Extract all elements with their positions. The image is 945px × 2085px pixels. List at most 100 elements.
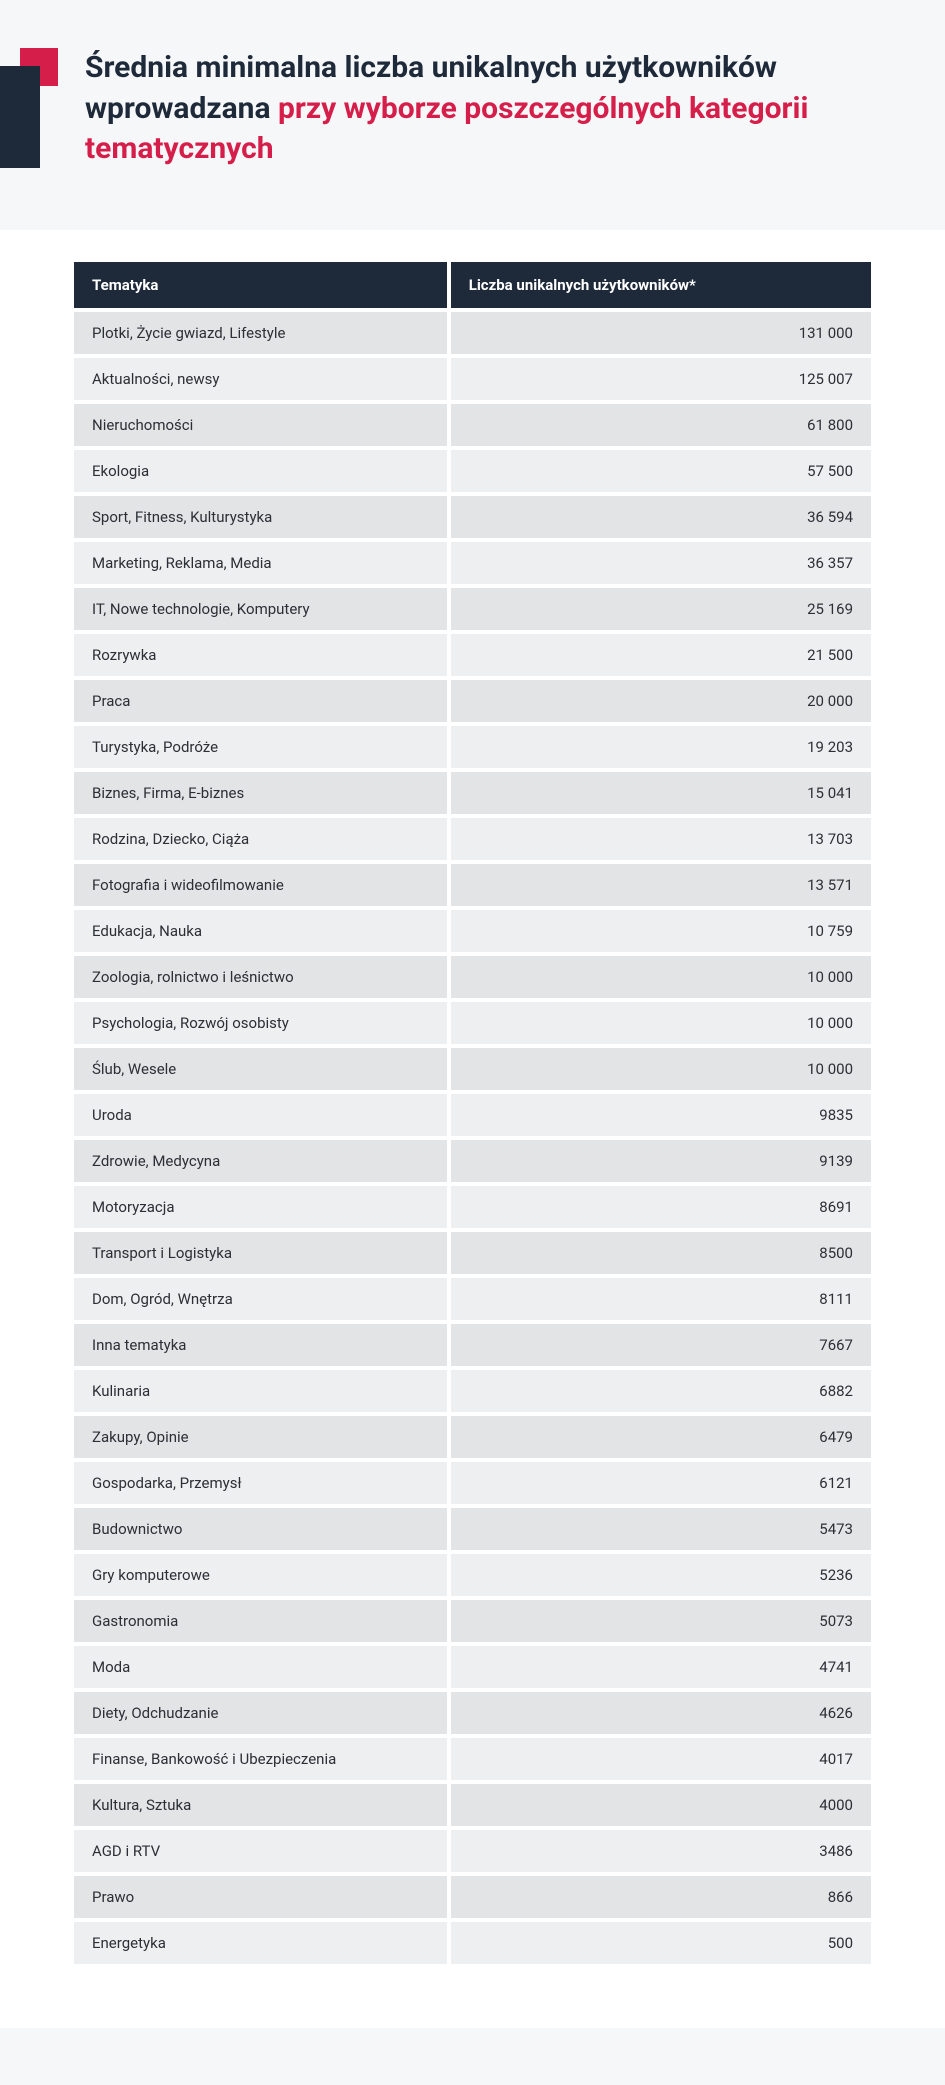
table-row: Rodzina, Dziecko, Ciąża13 703 bbox=[74, 818, 871, 860]
table-row: Inna tematyka7667 bbox=[74, 1324, 871, 1366]
cell-topic: Prawo bbox=[74, 1876, 447, 1918]
cell-topic: Edukacja, Nauka bbox=[74, 910, 447, 952]
cell-value: 61 800 bbox=[451, 404, 871, 446]
table-row: Kulinaria6882 bbox=[74, 1370, 871, 1412]
table-row: Psychologia, Rozwój osobisty10 000 bbox=[74, 1002, 871, 1044]
table-row: Transport i Logistyka8500 bbox=[74, 1232, 871, 1274]
cell-value: 4017 bbox=[451, 1738, 871, 1780]
cell-value: 7667 bbox=[451, 1324, 871, 1366]
table-row: Budownictwo5473 bbox=[74, 1508, 871, 1550]
cell-value: 9139 bbox=[451, 1140, 871, 1182]
cell-topic: Gospodarka, Przemysł bbox=[74, 1462, 447, 1504]
cell-value: 10 759 bbox=[451, 910, 871, 952]
data-table: Tematyka Liczba unikalnych użytkowników*… bbox=[70, 258, 875, 1968]
cell-value: 5236 bbox=[451, 1554, 871, 1596]
table-row: Moda4741 bbox=[74, 1646, 871, 1688]
cell-topic: Nieruchomości bbox=[74, 404, 447, 446]
cell-value: 6121 bbox=[451, 1462, 871, 1504]
cell-topic: Ślub, Wesele bbox=[74, 1048, 447, 1090]
cell-value: 15 041 bbox=[451, 772, 871, 814]
col-header-users: Liczba unikalnych użytkowników* bbox=[451, 262, 871, 308]
cell-topic: Energetyka bbox=[74, 1922, 447, 1964]
table-row: Kultura, Sztuka4000 bbox=[74, 1784, 871, 1826]
cell-value: 866 bbox=[451, 1876, 871, 1918]
cell-topic: Moda bbox=[74, 1646, 447, 1688]
cell-topic: Sport, Fitness, Kulturystyka bbox=[74, 496, 447, 538]
table-row: Marketing, Reklama, Media36 357 bbox=[74, 542, 871, 584]
table-row: Zoologia, rolnictwo i leśnictwo10 000 bbox=[74, 956, 871, 998]
cell-value: 10 000 bbox=[451, 1048, 871, 1090]
page-title: Średnia minimalna liczba unikalnych użyt… bbox=[85, 48, 860, 170]
cell-topic: Finanse, Bankowość i Ubezpieczenia bbox=[74, 1738, 447, 1780]
cell-topic: Praca bbox=[74, 680, 447, 722]
cell-value: 6882 bbox=[451, 1370, 871, 1412]
header-block: Średnia minimalna liczba unikalnych użyt… bbox=[0, 0, 945, 230]
cell-value: 500 bbox=[451, 1922, 871, 1964]
table-row: Edukacja, Nauka10 759 bbox=[74, 910, 871, 952]
table-row: Sport, Fitness, Kulturystyka36 594 bbox=[74, 496, 871, 538]
cell-value: 36 594 bbox=[451, 496, 871, 538]
cell-value: 10 000 bbox=[451, 1002, 871, 1044]
cell-topic: Inna tematyka bbox=[74, 1324, 447, 1366]
table-row: Gry komputerowe5236 bbox=[74, 1554, 871, 1596]
cell-value: 13 571 bbox=[451, 864, 871, 906]
cell-topic: Dom, Ogród, Wnętrza bbox=[74, 1278, 447, 1320]
table-row: Zdrowie, Medycyna9139 bbox=[74, 1140, 871, 1182]
table-row: Aktualności, newsy125 007 bbox=[74, 358, 871, 400]
cell-value: 13 703 bbox=[451, 818, 871, 860]
cell-value: 6479 bbox=[451, 1416, 871, 1458]
cell-value: 5473 bbox=[451, 1508, 871, 1550]
table-section: Tematyka Liczba unikalnych użytkowników*… bbox=[0, 230, 945, 2028]
cell-value: 36 357 bbox=[451, 542, 871, 584]
cell-topic: Gastronomia bbox=[74, 1600, 447, 1642]
cell-topic: Transport i Logistyka bbox=[74, 1232, 447, 1274]
cell-topic: Rozrywka bbox=[74, 634, 447, 676]
cell-topic: Ekologia bbox=[74, 450, 447, 492]
cell-topic: Motoryzacja bbox=[74, 1186, 447, 1228]
table-row: Gastronomia5073 bbox=[74, 1600, 871, 1642]
cell-topic: Zdrowie, Medycyna bbox=[74, 1140, 447, 1182]
cell-topic: Aktualności, newsy bbox=[74, 358, 447, 400]
cell-topic: Uroda bbox=[74, 1094, 447, 1136]
cell-topic: AGD i RTV bbox=[74, 1830, 447, 1872]
cell-value: 8111 bbox=[451, 1278, 871, 1320]
table-row: Turystyka, Podróże19 203 bbox=[74, 726, 871, 768]
cell-value: 5073 bbox=[451, 1600, 871, 1642]
table-row: Nieruchomości61 800 bbox=[74, 404, 871, 446]
table-row: Dom, Ogród, Wnętrza8111 bbox=[74, 1278, 871, 1320]
cell-topic: Budownictwo bbox=[74, 1508, 447, 1550]
table-row: Fotografia i wideofilmowanie13 571 bbox=[74, 864, 871, 906]
table-row: Ekologia57 500 bbox=[74, 450, 871, 492]
cell-value: 21 500 bbox=[451, 634, 871, 676]
cell-value: 4626 bbox=[451, 1692, 871, 1734]
cell-topic: Gry komputerowe bbox=[74, 1554, 447, 1596]
cell-topic: Zoologia, rolnictwo i leśnictwo bbox=[74, 956, 447, 998]
table-row: Ślub, Wesele10 000 bbox=[74, 1048, 871, 1090]
table-row: Prawo866 bbox=[74, 1876, 871, 1918]
accent-navy-bar bbox=[0, 66, 40, 168]
accent-shape bbox=[0, 48, 58, 168]
cell-topic: Turystyka, Podróże bbox=[74, 726, 447, 768]
cell-topic: Psychologia, Rozwój osobisty bbox=[74, 1002, 447, 1044]
col-header-topic: Tematyka bbox=[74, 262, 447, 308]
table-row: IT, Nowe technologie, Komputery25 169 bbox=[74, 588, 871, 630]
cell-value: 131 000 bbox=[451, 312, 871, 354]
cell-topic: IT, Nowe technologie, Komputery bbox=[74, 588, 447, 630]
cell-value: 4741 bbox=[451, 1646, 871, 1688]
table-row: Finanse, Bankowość i Ubezpieczenia4017 bbox=[74, 1738, 871, 1780]
table-row: Motoryzacja8691 bbox=[74, 1186, 871, 1228]
cell-topic: Marketing, Reklama, Media bbox=[74, 542, 447, 584]
table-row: Rozrywka21 500 bbox=[74, 634, 871, 676]
table-row: Plotki, Życie gwiazd, Lifestyle131 000 bbox=[74, 312, 871, 354]
cell-value: 8691 bbox=[451, 1186, 871, 1228]
cell-topic: Diety, Odchudzanie bbox=[74, 1692, 447, 1734]
cell-topic: Rodzina, Dziecko, Ciąża bbox=[74, 818, 447, 860]
cell-topic: Plotki, Życie gwiazd, Lifestyle bbox=[74, 312, 447, 354]
table-row: Uroda9835 bbox=[74, 1094, 871, 1136]
cell-value: 57 500 bbox=[451, 450, 871, 492]
table-row: Praca20 000 bbox=[74, 680, 871, 722]
cell-topic: Kultura, Sztuka bbox=[74, 1784, 447, 1826]
table-header-row: Tematyka Liczba unikalnych użytkowników* bbox=[74, 262, 871, 308]
cell-value: 9835 bbox=[451, 1094, 871, 1136]
table-row: Zakupy, Opinie6479 bbox=[74, 1416, 871, 1458]
